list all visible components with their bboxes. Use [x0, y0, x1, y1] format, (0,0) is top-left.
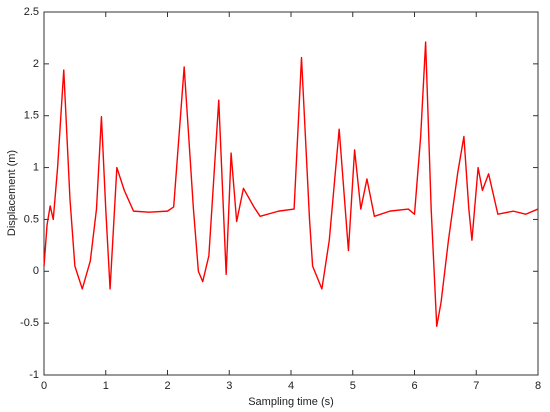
x-tick-label: 8 — [535, 380, 541, 392]
y-tick-label: 2 — [33, 58, 39, 70]
x-tick-label: 5 — [350, 380, 356, 392]
y-tick-label: -0.5 — [20, 317, 39, 329]
x-tick-label: 2 — [164, 380, 170, 392]
y-tick-label: 0 — [33, 265, 39, 277]
x-tick-label: 3 — [226, 380, 232, 392]
y-axis-label: Displacement (m) — [6, 150, 18, 236]
y-tick-label: -1 — [29, 369, 39, 381]
y-tick-label: 1 — [33, 161, 39, 173]
x-tick-label: 6 — [411, 380, 417, 392]
x-tick-label: 1 — [103, 380, 109, 392]
x-tick-label: 4 — [288, 380, 294, 392]
x-tick-label: 7 — [473, 380, 479, 392]
x-tick-label: 0 — [41, 380, 47, 392]
x-axis-label: Sampling time (s) — [248, 396, 334, 408]
line — [43, 41, 539, 327]
y-tick-label: 0.5 — [24, 213, 39, 225]
y-tick-label: 1.5 — [24, 110, 39, 122]
plot-area — [43, 11, 539, 376]
y-tick-label: 2.5 — [24, 6, 39, 18]
